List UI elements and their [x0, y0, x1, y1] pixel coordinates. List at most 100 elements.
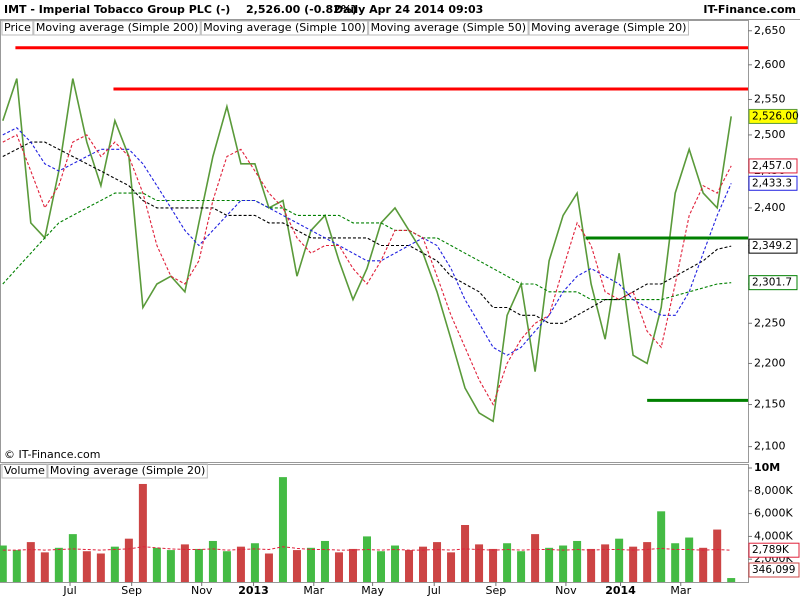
volume-bar	[194, 548, 203, 582]
volume-bar	[573, 540, 582, 582]
x-tick-label: Sep	[485, 584, 506, 597]
volume-bar	[26, 542, 35, 582]
volume-bar	[334, 552, 343, 582]
volume-bar	[601, 544, 610, 582]
legend-box	[47, 463, 208, 479]
volume-bar	[264, 553, 273, 582]
legend-box	[1, 20, 34, 36]
volume-bar	[545, 547, 554, 582]
volume-bar	[180, 544, 189, 582]
y-tick-label: 10M	[754, 461, 780, 474]
legend-entry: Moving average (Simple 100)	[203, 21, 365, 34]
y-tick-label: 6,000K	[754, 507, 793, 520]
x-tick-label: Mar	[303, 584, 324, 597]
chart-title: IMT - Imperial Tobacco Group PLC (-)	[4, 3, 230, 16]
price-tag	[748, 175, 798, 191]
volume-bar	[0, 545, 7, 582]
y-tick-label: 2,400	[754, 201, 786, 214]
x-tick-label: 2014	[605, 584, 636, 597]
volume-bar	[152, 547, 161, 582]
x-tick-label: Nov	[191, 584, 213, 597]
volume-bar	[292, 550, 301, 582]
volume-ma	[2, 546, 732, 551]
volume-bar	[699, 547, 708, 582]
moving-average	[2, 141, 732, 324]
y-tick-label: 2,550	[754, 93, 786, 106]
x-tick-label: May	[361, 584, 384, 597]
quote: 2,526.00 (-0.82%)	[246, 3, 357, 16]
volume-tag-label: 2,789K	[752, 544, 790, 556]
volume-bar	[362, 536, 371, 582]
volume-bar	[405, 550, 414, 582]
volume-bar	[517, 551, 526, 582]
volume-bar	[657, 511, 666, 582]
price-tag-label: 2,349.2	[752, 240, 792, 252]
x-tick-label: 2013	[238, 584, 269, 597]
price-tag-label: 2,457.0	[752, 160, 792, 172]
volume-bar	[236, 546, 245, 582]
moving-average	[2, 134, 732, 406]
y-tick-label: 2,250	[754, 316, 786, 329]
volume-bar	[531, 534, 540, 582]
period: Daily Apr 24 2014 09:03	[334, 3, 483, 16]
price-tag	[748, 275, 798, 291]
volume-bar	[82, 551, 91, 582]
price-tag	[748, 158, 798, 174]
legend-entry: Moving average (Simple 20)	[531, 21, 686, 34]
volume-bar	[40, 552, 49, 582]
legend-box	[1, 463, 48, 479]
legend-box	[200, 20, 369, 36]
volume-bar	[727, 578, 736, 582]
volume-bar	[54, 547, 63, 582]
volume-bar	[96, 553, 105, 582]
x-tick-label: Jul	[62, 584, 76, 597]
x-tick-label: Mar	[670, 584, 691, 597]
volume-bar	[391, 545, 400, 582]
volume-bar	[685, 537, 694, 582]
y-tick-label: 8,000K	[754, 484, 793, 497]
volume-bar	[348, 548, 357, 582]
volume-bar	[124, 538, 133, 582]
y-tick-label: 4,000K	[754, 529, 793, 542]
y-tick-label: 2,500	[754, 128, 786, 141]
volume-bar	[671, 543, 680, 582]
y-tick-label: 2,100	[754, 440, 786, 453]
legend-entry: Moving average (Simple 50)	[371, 21, 526, 34]
site: IT-Finance.com	[703, 3, 796, 16]
y-tick-label: 2,200	[754, 356, 786, 369]
volume-bar	[643, 542, 652, 582]
volume-frame	[0, 464, 749, 583]
legend-box	[33, 20, 201, 36]
y-tick-label: 2,600	[754, 58, 786, 71]
volume-bar	[461, 525, 470, 582]
x-tick-label: Jul	[427, 584, 441, 597]
volume-bar	[377, 551, 386, 582]
volume-bar	[222, 551, 231, 582]
volume-bar	[419, 546, 428, 582]
legend-entry: Volume	[4, 464, 45, 477]
volume-bar	[433, 542, 442, 582]
legend-box	[528, 20, 689, 36]
price-line	[2, 78, 732, 423]
price-tag	[748, 108, 798, 124]
volume-tag-label: 346,099	[752, 564, 795, 576]
volume-bar	[587, 548, 596, 582]
volume-bar	[208, 540, 217, 582]
volume-bar	[615, 538, 624, 582]
y-tick-label: 2,650	[754, 24, 786, 37]
volume-bar	[503, 543, 512, 582]
volume-tag	[748, 562, 800, 578]
x-tick-label: Sep	[121, 584, 142, 597]
price-tag-label: 2,301.7	[752, 277, 792, 289]
volume-bar	[489, 548, 498, 582]
volume-bar	[250, 543, 259, 582]
legend-entry: Moving average (Simple 20)	[50, 464, 205, 477]
volume-bar	[166, 550, 175, 582]
volume-bar	[278, 477, 287, 582]
volume-bar	[629, 546, 638, 582]
price-tag	[748, 238, 798, 254]
price-tag-label: 2,433.3	[752, 177, 792, 189]
volume-bar	[475, 544, 484, 582]
